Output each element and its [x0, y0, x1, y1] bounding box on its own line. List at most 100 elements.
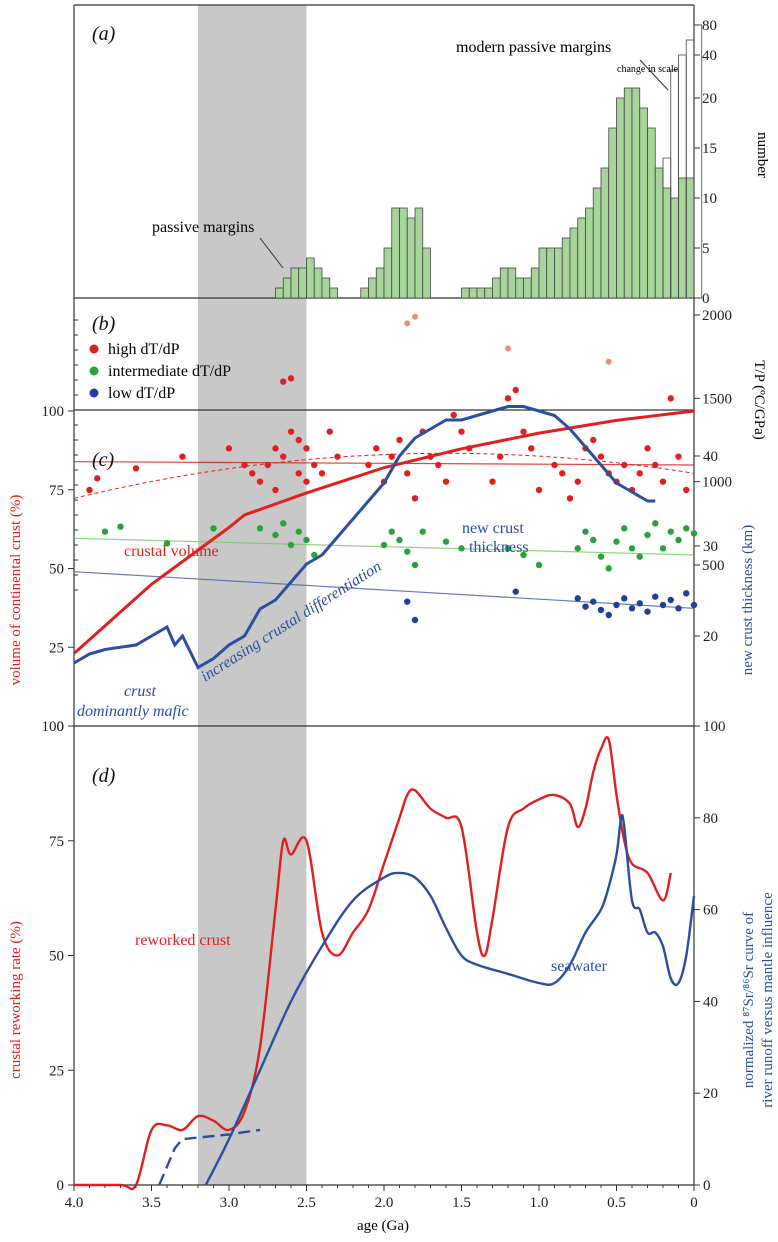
- crustal-volume-label: crustal volume: [124, 543, 219, 560]
- scatter-point: [582, 603, 589, 610]
- a-ytick-label: 20: [702, 91, 717, 107]
- scatter-point: [210, 525, 217, 532]
- scatter-point-outlier: [404, 320, 411, 327]
- scatter-point: [574, 478, 581, 485]
- seawater-dashed-line: [158, 1128, 261, 1186]
- scatter-point: [303, 445, 310, 452]
- scatter-point: [225, 445, 233, 452]
- scatter-point: [659, 601, 667, 609]
- histogram-bar: [515, 277, 524, 299]
- histogram-bar: [375, 267, 385, 299]
- scatter-point: [388, 453, 395, 460]
- scatter-point: [667, 528, 674, 535]
- scatter-point: [404, 548, 411, 555]
- scatter-point: [582, 528, 589, 535]
- a-ytick-label: 15: [702, 141, 717, 157]
- scatter-point: [628, 605, 636, 612]
- a-ytick-label: 10: [702, 191, 717, 207]
- x-axis-label: age (Ga): [357, 1218, 409, 1234]
- scatter-point: [528, 445, 535, 452]
- scatter-point-outlier: [412, 313, 418, 320]
- scatter-point: [659, 478, 667, 485]
- scatter-point: [404, 598, 411, 605]
- histogram-bar: [414, 207, 424, 299]
- passive-margins-pointer: [259, 237, 284, 269]
- scatter-point: [295, 528, 302, 535]
- d-ytick-right-label: 0: [703, 1178, 711, 1194]
- panel-a-yticks: 0 5 10 15 20 40 80: [694, 18, 717, 307]
- histogram-bar: [298, 267, 307, 299]
- scatter-point: [264, 461, 271, 469]
- panel-d-ylabel-left: crustal reworking rate (%): [8, 921, 24, 1079]
- x-tick-label: 3.0: [220, 1195, 239, 1211]
- gray-shaded-interval: [198, 5, 307, 1185]
- new-crust-thickness-line: [73, 405, 656, 670]
- scatter-point: [559, 470, 566, 477]
- trend-line-blue: [73, 571, 695, 609]
- x-axis: 4.0 3.5 3.0 2.5 2.0 1.5 1.0 0.5 0: [65, 1185, 698, 1211]
- histogram-bar: [523, 277, 532, 299]
- x-tick-label: 0: [690, 1195, 698, 1211]
- scatter-point: [504, 395, 512, 402]
- histogram-bar: [306, 257, 315, 299]
- scatter-point: [535, 486, 543, 494]
- histogram-bar: [329, 287, 338, 299]
- histogram-bars: [275, 87, 695, 299]
- scatter-point: [249, 470, 256, 477]
- scatter-point: [636, 600, 643, 607]
- scatter-point: [613, 538, 620, 545]
- panel-b-trend-lines: [73, 452, 695, 609]
- scatter-point: [295, 436, 302, 444]
- scatter-point: [652, 593, 659, 600]
- scatter-point: [132, 465, 140, 472]
- reworked-crust-label: reworked crust: [135, 932, 231, 949]
- histogram-bar: [383, 247, 393, 299]
- scatter-point: [94, 475, 101, 482]
- legend-marker: [89, 388, 99, 398]
- a-ytick-label: 80: [702, 18, 717, 34]
- scatter-point: [458, 428, 465, 435]
- scatter-point: [404, 470, 411, 477]
- scatter-point: [644, 531, 651, 539]
- reworked-crust-line: [74, 736, 672, 1191]
- x-tick-label: 1.0: [530, 1195, 549, 1211]
- scatter-point: [590, 436, 597, 444]
- x-tick-label: 0.5: [607, 1195, 626, 1211]
- d-ytick-right-label: 20: [703, 1086, 718, 1102]
- scatter-point: [295, 470, 302, 477]
- histogram-bar: [639, 107, 648, 299]
- histogram-bar: [484, 287, 493, 299]
- panel-a-label: (a): [92, 23, 116, 45]
- panel-a-ylabel: number: [754, 132, 770, 178]
- scatter-point: [605, 611, 612, 619]
- histogram-bar: [507, 267, 517, 299]
- scatter-point: [566, 495, 574, 502]
- scatter-point: [504, 545, 512, 552]
- scatter-point: [535, 561, 543, 569]
- c-ytick-left-label: 75: [49, 483, 64, 499]
- histogram-bar: [631, 87, 641, 299]
- crust-mafic-label-line1: crust: [124, 683, 157, 700]
- histogram-bar: [654, 167, 664, 299]
- scatter-point: [435, 461, 442, 469]
- scatter-point: [326, 428, 333, 435]
- scatter-point: [512, 386, 519, 394]
- panel-d-lines: [74, 736, 696, 1191]
- scatter-point: [380, 541, 388, 549]
- scatter-point: [419, 528, 426, 535]
- histogram-bar: [468, 287, 478, 299]
- b-ytick-label: 2000: [702, 308, 732, 324]
- scatter-point: [621, 525, 628, 532]
- scatter-point: [163, 540, 171, 547]
- panel-c-ylabel-left: volume of continental crust (%): [8, 495, 24, 686]
- modern-passive-margins-label: modern passive margins: [456, 39, 611, 56]
- d-ytick-right-label: 40: [703, 994, 718, 1010]
- c-ytick-right-label: 20: [703, 629, 718, 645]
- d-ytick-right-label: 80: [703, 811, 718, 827]
- modern-outline-bar: [693, 24, 703, 299]
- x-tick-label: 1.5: [452, 1195, 471, 1211]
- scatter-point: [636, 470, 643, 477]
- scatter-point: [458, 545, 465, 552]
- scatter-point: [683, 486, 690, 494]
